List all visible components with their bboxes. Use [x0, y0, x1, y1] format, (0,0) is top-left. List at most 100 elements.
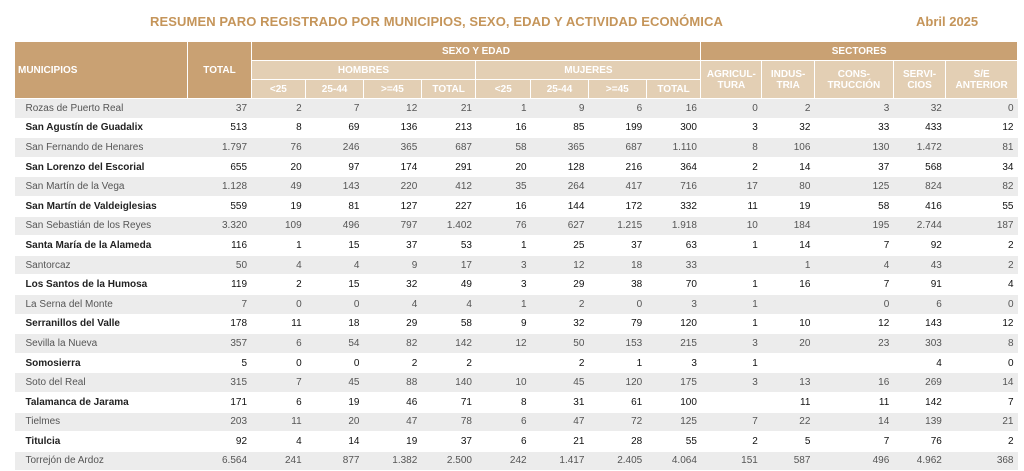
cell-hombres-total: 227	[421, 196, 476, 217]
header-hombres: HOMBRES	[250, 60, 477, 80]
cell-mujeres-ge45: 153	[588, 333, 647, 354]
cell-hombres-total: 49	[421, 274, 476, 295]
cell-mujeres-ge45: 687	[588, 137, 647, 158]
cell-se-anterior: 0	[945, 98, 1018, 119]
cell-mujeres-total: 215	[646, 333, 701, 354]
cell-mujeres-ge45: 38	[588, 274, 647, 295]
cell-hombres-ge45: 174	[363, 157, 422, 178]
cell-hombres-25-44: 7	[305, 98, 364, 119]
cell-total: 3.320	[187, 216, 252, 237]
cell-mujeres-lt25: 1	[475, 294, 531, 315]
cell-mujeres-lt25: 1	[475, 235, 531, 256]
cell-industria: 13	[761, 372, 815, 393]
cell-mujeres-25-44: 12	[530, 255, 589, 276]
cell-mujeres-25-44: 21	[530, 431, 589, 452]
cell-hombres-total: 37	[421, 431, 476, 452]
header-mujeres-ge45: >=45	[587, 79, 647, 99]
cell-hombres-ge45: 32	[363, 274, 422, 295]
table-row: Serranillos del Valle 178 11 18 29 58 9 32 79 120…	[14, 314, 1018, 335]
cell-mujeres-ge45: 37	[588, 235, 647, 256]
cell-mujeres-ge45: 120	[588, 372, 647, 393]
cell-se-anterior: 187	[945, 216, 1018, 237]
cell-hombres-25-44: 877	[305, 451, 364, 471]
cell-industria: 20	[761, 333, 815, 354]
cell-hombres-ge45: 136	[363, 118, 422, 139]
cell-servicios: 1.472	[893, 137, 946, 158]
cell-agricultura: 1	[700, 294, 762, 315]
cell-mujeres-25-44: 627	[530, 216, 589, 237]
table-row: Torrejón de Ardoz 6.564 241 877 1.382 2.500 24…	[14, 451, 1018, 471]
cell-hombres-25-44: 0	[305, 353, 364, 374]
cell-municipio: San Agustín de Guadalix	[14, 118, 188, 139]
cell-hombres-total: 4	[421, 294, 476, 315]
table-row: San Sebastián de los Reyes 3.320 109 496 797…	[14, 216, 1018, 237]
header-mujeres-lt25: <25	[475, 79, 532, 99]
cell-construccion: 7	[814, 235, 894, 256]
cell-hombres-25-44: 45	[305, 372, 364, 393]
cell-hombres-ge45: 220	[363, 176, 422, 197]
cell-municipio: San Martín de Valdeiglesias	[14, 196, 188, 217]
cell-total: 559	[187, 196, 252, 217]
cell-industria: 22	[761, 412, 815, 433]
cell-se-anterior: 12	[945, 118, 1018, 139]
cell-hombres-total: 1.402	[421, 216, 476, 237]
header-se-anterior: S/E ANTERIOR	[945, 60, 1018, 99]
cell-construccion: 12	[814, 314, 894, 335]
header-mujeres-total: TOTAL	[645, 79, 702, 99]
header-construccion: CONS- TRUCCIÓN	[813, 60, 894, 99]
cell-total: 315	[187, 372, 252, 393]
cell-hombres-total: 140	[421, 372, 476, 393]
cell-industria: 5	[761, 431, 815, 452]
table-row: Rozas de Puerto Real 37 2 7 12 21 1 9 6 16 0 2 3 32 0	[14, 98, 1018, 119]
report-title: RESUMEN PARO REGISTRADO POR MUNICIPIOS, …	[150, 14, 723, 29]
cell-construccion: 0	[814, 294, 894, 315]
cell-hombres-ge45: 2	[363, 353, 422, 374]
cell-mujeres-total: 716	[646, 176, 701, 197]
cell-hombres-lt25: 109	[251, 216, 306, 237]
cell-se-anterior: 368	[945, 451, 1018, 471]
cell-mujeres-ge45: 72	[588, 412, 647, 433]
cell-industria: 32	[761, 118, 815, 139]
cell-mujeres-total: 120	[646, 314, 701, 335]
header-total: TOTAL	[187, 41, 252, 99]
cell-agricultura: 1	[700, 314, 762, 335]
cell-mujeres-total: 33	[646, 255, 701, 276]
cell-industria: 80	[761, 176, 815, 197]
cell-se-anterior: 81	[945, 137, 1018, 158]
cell-mujeres-25-44: 47	[530, 412, 589, 433]
cell-municipio: Somosierra	[14, 353, 188, 374]
cell-total: 203	[187, 412, 252, 433]
cell-municipio: La Serna del Monte	[14, 294, 188, 315]
cell-industria: 14	[761, 235, 815, 256]
cell-mujeres-ge45: 18	[588, 255, 647, 276]
cell-municipio: San Fernando de Henares	[14, 137, 188, 158]
cell-industria: 10	[761, 314, 815, 335]
cell-hombres-total: 142	[421, 333, 476, 354]
cell-mujeres-lt25: 1	[475, 98, 531, 119]
cell-hombres-total: 2	[421, 353, 476, 374]
cell-total: 37	[187, 98, 252, 119]
header-hombres-25-44: 25-44	[305, 79, 364, 99]
cell-servicios: 6	[893, 294, 946, 315]
cell-hombres-total: 2.500	[421, 451, 476, 471]
cell-se-anterior: 14	[945, 372, 1018, 393]
cell-hombres-25-44: 19	[305, 392, 364, 413]
cell-hombres-lt25: 8	[251, 118, 306, 139]
cell-construccion: 16	[814, 372, 894, 393]
cell-mujeres-25-44: 32	[530, 314, 589, 335]
cell-servicios: 303	[893, 333, 946, 354]
header-industria: INDUS- TRIA	[761, 60, 815, 99]
cell-hombres-ge45: 4	[363, 294, 422, 315]
cell-construccion: 125	[814, 176, 894, 197]
cell-total: 171	[187, 392, 252, 413]
cell-mujeres-lt25: 35	[475, 176, 531, 197]
cell-mujeres-25-44: 25	[530, 235, 589, 256]
cell-agricultura: 2	[700, 157, 762, 178]
cell-mujeres-lt25: 58	[475, 137, 531, 158]
cell-agricultura: 10	[700, 216, 762, 237]
cell-mujeres-lt25: 242	[475, 451, 531, 471]
cell-se-anterior: 55	[945, 196, 1018, 217]
header-municipios: MUNICIPIOS	[13, 41, 189, 99]
cell-hombres-lt25: 6	[251, 333, 306, 354]
cell-hombres-ge45: 82	[363, 333, 422, 354]
